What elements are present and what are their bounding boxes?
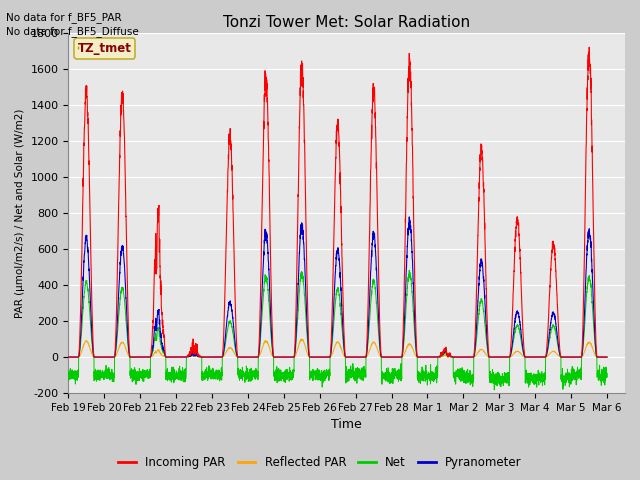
Y-axis label: PAR (μmol/m2/s) / Net and Solar (W/m2): PAR (μmol/m2/s) / Net and Solar (W/m2) — [15, 108, 25, 318]
Title: Tonzi Tower Met: Solar Radiation: Tonzi Tower Met: Solar Radiation — [223, 15, 470, 30]
Text: No data for f_BF5_PAR: No data for f_BF5_PAR — [6, 12, 122, 23]
Legend: TZ_tmet: TZ_tmet — [74, 38, 135, 59]
Legend: Incoming PAR, Reflected PAR, Net, Pyranometer: Incoming PAR, Reflected PAR, Net, Pyrano… — [113, 452, 527, 474]
X-axis label: Time: Time — [332, 419, 362, 432]
Text: No data for f_BF5_Diffuse: No data for f_BF5_Diffuse — [6, 26, 139, 37]
